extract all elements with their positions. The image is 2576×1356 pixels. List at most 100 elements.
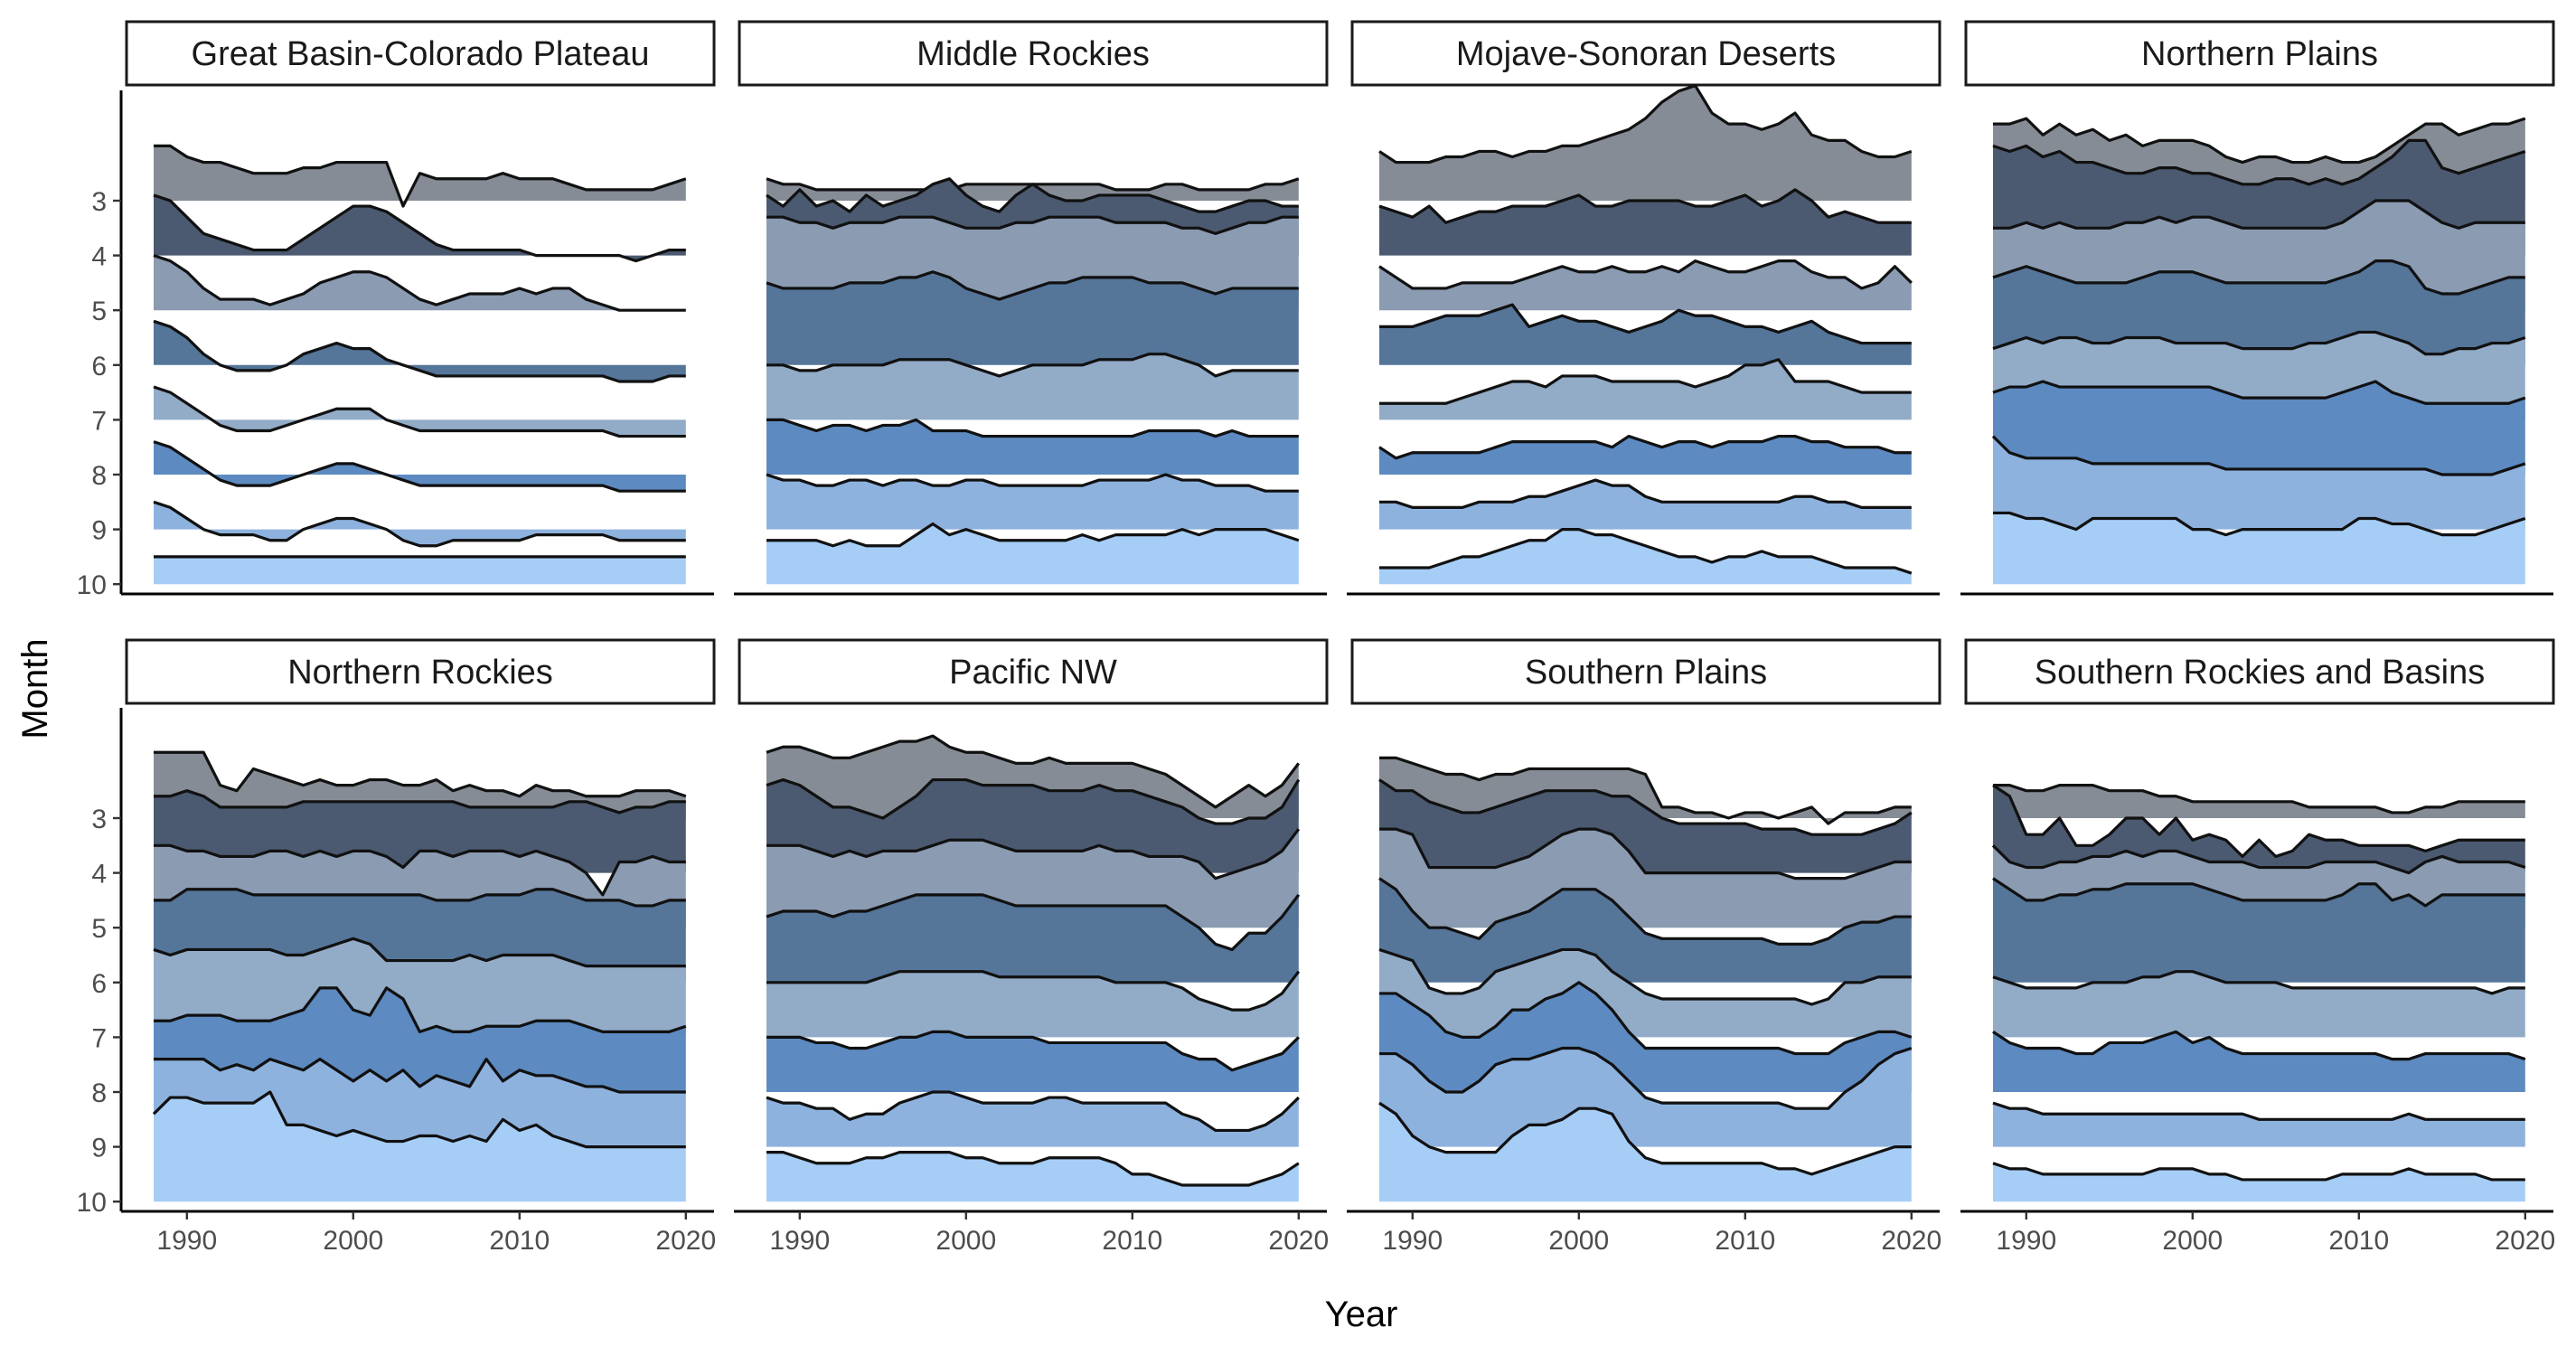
ridge-line [1378,259,1913,290]
ridge-line [1378,84,1913,165]
facet-strip: Great Basin-Colorado Plateau [125,20,716,87]
ridge-line [766,1090,1300,1133]
facet-panel: Northern Rockies 3 4 5 6 7 8 9 10 1990 2000 2010 202… [77,638,716,1256]
ridge-line [154,750,687,798]
ridge-line [154,843,686,897]
ridge-area [766,1092,1299,1147]
ridge-line [153,937,686,968]
x-tick-label: 2010 [489,1226,550,1256]
y-tick-label: 3 [91,187,107,217]
facet-strip-label: Northern Plains [2141,35,2378,73]
ridge-line [153,440,686,493]
ridge-area [1993,1163,2525,1202]
y-tick-label: 5 [91,297,107,326]
facet-strip-label: Middle Rockies [917,35,1150,73]
ridge-line [1992,970,2525,995]
ridge-area [1379,260,1912,311]
facet-panel: Southern Rockies and Basins 1990 2000 2010 2… [1960,638,2555,1256]
y-tick-label: 10 [77,1188,107,1218]
y-tick-label: 4 [91,860,107,890]
ridge-line [766,270,1299,301]
facet-strip-label: Pacific NW [949,654,1117,692]
ridge-line [153,193,686,263]
x-tick-label: 2010 [2328,1226,2389,1256]
x-tick-label: 1990 [1996,1226,2056,1256]
facet-panel: Southern Plains 1990 2000 2010 2020 [1347,638,1941,1256]
ridge-line [153,319,686,383]
ridge-area [154,194,686,261]
ridge-line [766,522,1300,548]
ridge-area [766,523,1299,585]
ridge-line [766,777,1301,825]
ridge-line [1992,1162,2525,1182]
ridge-area [154,321,686,381]
y-tick-label: 9 [91,516,107,546]
ridge-line [153,254,686,312]
ridge-line [1992,330,2526,356]
ridge-area [1379,436,1912,475]
x-tick-label: 2020 [1268,1226,1329,1256]
ridge-area [154,938,686,1038]
facet-strip-box [1350,20,1941,87]
y-tick-label: 5 [91,914,107,944]
ridge-area [766,894,1299,983]
ridge-area [766,353,1299,420]
facet-panel: Middle Rockies [734,20,1329,596]
ridge-line [1378,1101,1912,1176]
ridge-line [766,828,1301,880]
ridge-area [154,255,686,311]
x-tick-label: 1990 [769,1226,830,1256]
ridge-line [1992,1030,2526,1061]
ridge-line [1379,981,1913,1056]
ridge-line [766,970,1301,1012]
ridge-area [766,1031,1299,1092]
y-tick-label: 9 [91,1134,107,1163]
ridge-line [1991,435,2526,476]
ridge-line [1378,877,1912,946]
facet-strip: Southern Rockies and Basins [1964,638,2555,705]
ridge-area [154,502,686,546]
ridge-line [1379,478,1912,509]
ridge-area [1379,878,1912,983]
ridge-line [1992,380,2526,405]
ridge-line [766,473,1299,493]
ridge-line [766,353,1299,378]
facet-strip: Northern Rockies [125,638,716,705]
x-tick-label: 2000 [2162,1226,2223,1256]
facet-strip-box [738,20,1329,87]
ridge-line [1378,947,1912,1006]
facet-strip-box [738,638,1329,705]
ridge-line [1993,784,2525,815]
facet-strip-box [1964,638,2555,705]
facet-panel: Mojave-Sonoran Deserts [1347,20,1941,596]
y-tick-label: 7 [91,1023,107,1053]
facet-strip: Pacific NW [738,638,1329,705]
ridge-area [766,271,1299,365]
ridge-line [1993,199,2525,230]
ridge-line [766,177,1299,213]
ridge-area [154,1092,686,1202]
ridge-line [152,1090,686,1149]
ridge-line [766,734,1301,809]
ridge-area [1993,1103,2525,1147]
x-tick-label: 2020 [2495,1226,2555,1256]
y-axis-title: Month [15,638,55,739]
ridge-area [1379,1103,1912,1202]
facet-strip-box [125,20,716,87]
x-tick-label: 2000 [323,1226,383,1256]
facet-strip-box [1350,638,1941,705]
facet-strip: Northern Plains [1964,20,2555,87]
facet-strip-label: Great Basin-Colorado Plateau [192,35,650,73]
y-tick-label: 7 [91,406,107,436]
x-tick-label: 2020 [1881,1226,1941,1256]
facet-strip: Mojave-Sonoran Deserts [1350,20,1941,87]
y-tick-label: 10 [77,570,107,600]
ridge-area [154,556,686,585]
ridge-area [766,475,1299,530]
x-tick-label: 1990 [1382,1226,1443,1256]
ridge-line [766,1151,1300,1187]
ridge-line [1992,138,2526,186]
x-tick-label: 2020 [655,1226,716,1256]
facet-strip-label: Northern Rockies [287,654,553,692]
